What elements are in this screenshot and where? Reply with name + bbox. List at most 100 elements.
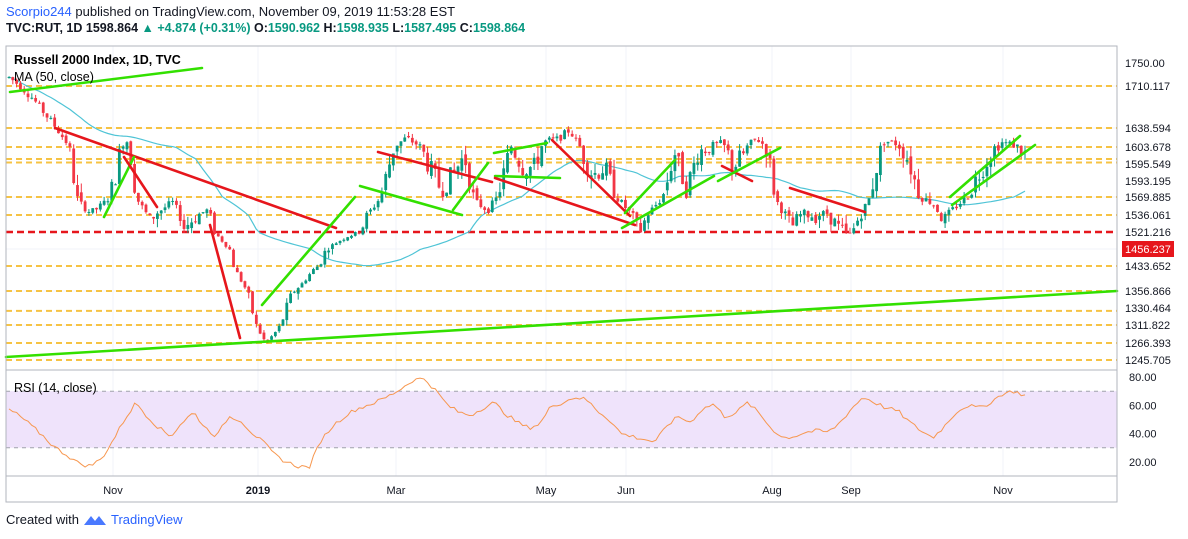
price-pane-title: Russell 2000 Index, 1D, TVC: [14, 53, 181, 67]
candle-body: [167, 201, 171, 208]
ma-legend: MA (50, close): [14, 70, 94, 84]
time-axis[interactable]: Nov 2019 Mar May Jun Aug Sep Nov: [103, 485, 1013, 497]
candles-group: [7, 76, 1027, 344]
price-axis-label: 1456.237: [1125, 244, 1171, 256]
candle-body: [319, 264, 323, 267]
candle-body: [452, 169, 456, 171]
price-axis-label: 1569.885: [1125, 192, 1171, 204]
candle-body: [795, 214, 799, 226]
trendline-17: [716, 146, 782, 183]
price-axis-label: 1521.216: [1125, 227, 1171, 239]
price-axis-label: 1603.678: [1125, 142, 1171, 154]
candle-body: [494, 197, 498, 202]
candle-body: [555, 136, 559, 139]
candle-body: [719, 140, 722, 143]
candle-body: [331, 244, 334, 249]
candle-body: [802, 209, 806, 216]
candle-body: [270, 336, 273, 340]
price-axis-label: 1311.822: [1125, 320, 1170, 332]
candle-body: [658, 203, 662, 205]
candle-body: [110, 181, 114, 201]
candle-body: [414, 141, 418, 145]
candle-body: [285, 302, 289, 321]
candle-body: [117, 148, 121, 184]
candle-body: [791, 217, 795, 226]
candle-body: [102, 200, 106, 205]
candle-body: [479, 199, 483, 208]
price-axis[interactable]: 1750.00 1710.117 1638.594 1603.678 1595.549 1…: [1122, 58, 1174, 367]
candle-body: [574, 137, 578, 139]
price-axis-label: 1433.652: [1125, 261, 1171, 273]
candle-body: [228, 246, 232, 250]
price-axis-label: 1595.549: [1125, 159, 1171, 171]
trendline-4: [208, 223, 242, 340]
candle-body: [612, 169, 616, 199]
price-axis-label: 1750.00: [1125, 58, 1165, 70]
candle-body: [407, 135, 410, 138]
candle-body: [669, 170, 673, 182]
candle-body: [939, 213, 943, 222]
candle-body: [395, 145, 399, 152]
candle-body: [357, 232, 361, 234]
candle-body: [308, 274, 312, 282]
candle-body: [810, 217, 814, 221]
candle-body: [125, 142, 129, 150]
candle-body: [64, 135, 68, 144]
candle-body: [258, 324, 262, 334]
candle-body: [312, 269, 315, 274]
price-axis-label: 1638.594: [1125, 123, 1171, 135]
candle-body: [985, 166, 989, 177]
trendline-9: [451, 161, 490, 212]
candle-body: [365, 212, 369, 229]
candle-body: [213, 212, 216, 234]
author-link[interactable]: Scorpio244: [6, 4, 72, 19]
candle-body: [665, 182, 669, 191]
candle-body: [243, 281, 247, 288]
candle-body: [152, 217, 155, 219]
candle-body: [646, 215, 650, 223]
high-label: H:: [323, 21, 337, 35]
candle-body: [631, 211, 635, 213]
moving-average-group: [8, 76, 1026, 267]
candle-body: [882, 144, 886, 146]
candle-body: [380, 192, 384, 203]
candle-body: [460, 158, 464, 171]
candle-body: [254, 314, 258, 324]
tradingview-brand-link[interactable]: TradingView: [110, 512, 183, 527]
candle-body: [639, 223, 643, 233]
candle-body: [304, 280, 308, 284]
rsi-line-group: [8, 377, 1026, 469]
candle-body: [106, 201, 110, 203]
candle-body: [346, 237, 350, 241]
candle-body: [190, 222, 194, 229]
candle-body: [441, 190, 445, 198]
candle-body: [886, 141, 890, 144]
candle-body: [296, 288, 300, 294]
candle-body: [566, 129, 570, 133]
chart-frame: [5, 45, 1118, 503]
candle-body: [742, 151, 745, 154]
candle-body: [178, 205, 182, 221]
candle-body: [426, 152, 429, 172]
rsi-axis[interactable]: 80.00 60.00 40.00 20.00: [1129, 372, 1157, 469]
candle-body: [171, 200, 175, 202]
candle-body: [384, 173, 388, 191]
candle-body: [487, 208, 490, 214]
candle-body: [361, 227, 365, 235]
candle-body: [7, 76, 11, 78]
candle-body: [753, 138, 757, 140]
candle-body: [700, 149, 703, 165]
candle-body: [818, 216, 821, 220]
last-price: 1598.864: [85, 21, 139, 35]
candle-body: [738, 150, 742, 167]
candle-body: [133, 164, 136, 193]
candle-body: [620, 199, 624, 202]
candle-body: [943, 213, 947, 224]
candle-body: [513, 147, 517, 158]
candle-body: [449, 167, 452, 195]
candle-body: [863, 203, 867, 216]
candle-body: [41, 102, 45, 113]
candle-body: [783, 211, 787, 214]
symbol-name: TVC:RUT, 1D: [6, 21, 83, 35]
